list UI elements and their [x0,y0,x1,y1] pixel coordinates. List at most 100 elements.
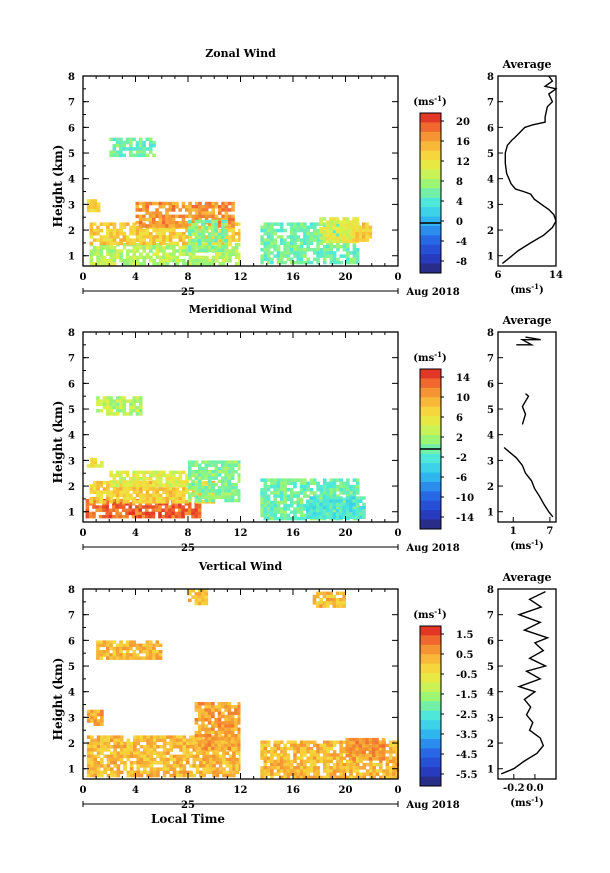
heatmap-cell [195,258,199,263]
heatmap-cell [234,727,238,732]
heatmap-cell [201,495,205,500]
heatmap-cell [178,208,182,212]
heatmap-cell [125,487,130,491]
heatmap-cell [171,221,176,225]
heatmap-cell [332,756,337,760]
heatmap-cell [93,757,98,762]
heatmap-cell [289,235,294,239]
heatmap-cell [329,481,334,486]
heatmap-cell [349,769,353,773]
heatmap-cell [158,493,163,498]
heatmap-cell [217,492,222,496]
heatmap-cell [211,708,215,712]
heatmap-cell [332,220,337,224]
heatmap-cell [135,232,140,236]
heatmap-cell [293,753,297,757]
heatmap-cell [339,491,343,495]
heatmap-cell [339,604,343,608]
heatmap-cell [172,496,176,501]
heatmap-cell [276,222,281,226]
heatmap-cell [191,232,195,237]
heatmap-cell [207,489,212,493]
heatmap-cell [158,511,162,516]
heatmap-cell [175,224,179,228]
heatmap-cell [152,650,156,654]
heatmap-cell [86,199,91,203]
colorbar-segment [420,178,441,189]
heatmap-cell [224,466,228,471]
heatmap-cell [194,223,199,227]
heatmap-cell [293,513,297,518]
heatmap-cell [158,505,162,509]
heatmap-cell [336,478,340,482]
heatmap-cell [303,762,307,767]
heatmap-cell [212,735,216,739]
heatmap-cell [276,766,281,770]
heatmap-cell [129,748,134,752]
heatmap-cell [201,589,205,593]
colorbar-tick-label: 0 [456,217,463,228]
heatmap-cell [197,242,202,246]
heatmap-cell [388,766,393,770]
heatmap-cell [155,208,159,212]
heatmap-cell [135,643,140,648]
heatmap-cell [149,241,153,246]
heatmap-cell [355,235,359,239]
heatmap-cell [204,211,209,215]
heatmap-cell [221,724,225,728]
heatmap-cell [194,226,199,230]
heatmap-cell [139,483,143,487]
heatmap-cell [188,248,192,253]
heatmap-cell [326,254,330,258]
heatmap-cell [349,496,353,500]
heatmap-cell [106,490,110,494]
heatmap-cell [342,746,347,751]
heatmap-cell [263,248,268,252]
heatmap-cell [238,255,242,260]
heatmap-cell [188,239,192,243]
heatmap-cell [319,488,324,492]
heatmap-cell [129,137,133,142]
heatmap-cell [188,208,192,212]
heatmap-cell [135,396,140,400]
heatmap-cell [142,144,146,148]
chart-title: Zonal Wind [205,47,276,60]
heatmap-cell [109,412,113,416]
heatmap-cell [201,714,205,719]
heatmap-cell [266,750,271,754]
heatmap-cell [299,759,304,764]
heatmap-cell [339,499,343,503]
heatmap-cell [191,460,195,464]
heatmap-cell [92,484,97,488]
heatmap-cell [96,751,101,755]
heatmap-cell [349,488,353,492]
heatmap-cell [270,241,274,246]
heatmap-cell [273,516,277,521]
heatmap-cell [221,460,225,464]
heatmap-cell [128,508,133,512]
colorbar-tick-label: 0.5 [456,650,473,661]
heatmap-cell [273,750,277,754]
heatmap-cell [283,500,287,505]
data-gap [240,76,261,266]
heatmap-cell [106,484,110,488]
heatmap-cell [312,594,317,599]
heatmap-cell [123,748,127,752]
heatmap-cell [214,463,218,468]
heatmap-cell [231,217,235,222]
heatmap-cell [238,242,242,247]
x-tick-label: 8 [185,272,192,283]
heatmap-cell [149,745,154,749]
heatmap-cell [176,754,180,759]
heatmap-cell [191,248,195,253]
heatmap-cell [118,511,123,516]
heatmap-cell [207,463,212,468]
heatmap-cell [296,746,301,751]
heatmap-cell [152,224,156,228]
heatmap-cell [129,483,133,487]
heatmap-cell [145,235,150,239]
heatmap-cell [96,643,100,648]
heatmap-cell [86,770,91,775]
heatmap-cell [109,153,113,158]
heatmap-cell [112,232,117,236]
